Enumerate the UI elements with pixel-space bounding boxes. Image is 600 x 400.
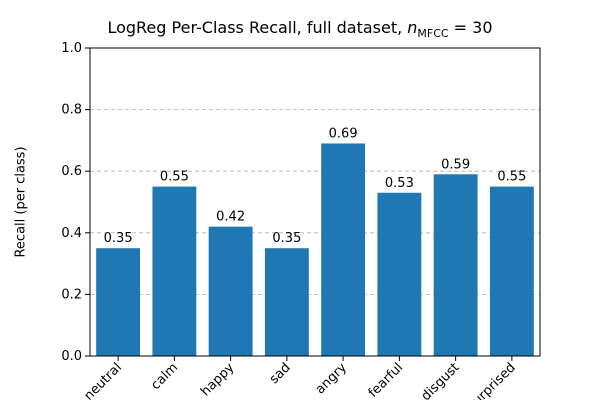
bar-value-label: 0.55 <box>160 170 189 185</box>
bar-value-label: 0.35 <box>272 231 301 246</box>
chart-title: LogReg Per-Class Recall, full dataset, n… <box>0 18 600 40</box>
bar-disgust <box>433 174 478 356</box>
bar-value-label: 0.35 <box>104 231 133 246</box>
y-tick-label: 0.8 <box>61 103 82 118</box>
x-tick-label: neutral <box>81 360 124 400</box>
bar-fearful <box>377 192 422 356</box>
chart-title-sub: MFCC <box>417 27 449 41</box>
chart-title-var: n <box>407 18 418 37</box>
bar-value-label: 0.53 <box>385 176 414 191</box>
chart-title-main: LogReg Per-Class Recall, full dataset, <box>107 18 408 37</box>
x-tick-label: surprised <box>465 360 518 400</box>
x-tick-label: fearful <box>366 360 407 400</box>
x-tick-label: happy <box>198 360 237 399</box>
bar-angry <box>321 143 366 356</box>
x-tick-label: sad <box>267 360 294 387</box>
bar-value-label: 0.42 <box>216 210 245 225</box>
y-tick-label: 0.4 <box>61 226 82 241</box>
chart-title-eq: = 30 <box>448 18 493 37</box>
x-tick-label: angry <box>313 360 350 397</box>
x-tick-label: calm <box>148 360 181 393</box>
bar-calm <box>152 186 197 356</box>
bar-value-label: 0.69 <box>329 126 358 141</box>
bar-happy <box>208 226 253 356</box>
y-tick-label: 0.2 <box>61 287 82 302</box>
y-tick-label: 1.0 <box>61 41 82 56</box>
bar-surprised <box>489 186 534 356</box>
plot-frame <box>89 47 541 357</box>
y-tick-label: 0.0 <box>61 349 82 364</box>
y-tick-label: 0.6 <box>61 164 82 179</box>
bar-value-label: 0.59 <box>441 157 470 172</box>
x-tick-label: disgust <box>419 360 463 400</box>
bar-value-label: 0.55 <box>497 170 526 185</box>
bar-neutral <box>96 248 141 356</box>
bar-sad <box>264 248 309 356</box>
